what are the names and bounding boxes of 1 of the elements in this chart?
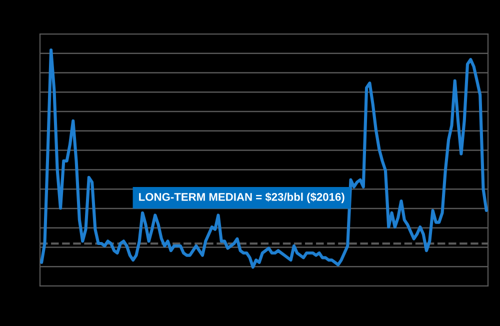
annotation: LONG-TERM MEDIAN = $23/bbl ($2016) — [139, 192, 344, 204]
